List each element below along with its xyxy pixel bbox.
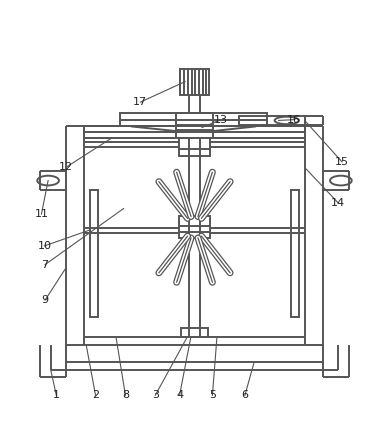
Text: 9: 9: [42, 295, 49, 305]
Text: 1: 1: [53, 390, 60, 400]
Bar: [179, 138, 210, 156]
Text: 4: 4: [176, 390, 183, 400]
Bar: [176, 114, 213, 138]
Bar: [90, 190, 98, 317]
Bar: [291, 190, 299, 317]
Bar: [180, 69, 209, 95]
Text: 10: 10: [37, 241, 51, 251]
Text: 14: 14: [331, 198, 345, 208]
Bar: [181, 328, 208, 337]
Text: 16: 16: [286, 115, 300, 125]
Text: 15: 15: [335, 157, 349, 167]
Text: 5: 5: [209, 390, 216, 400]
Text: 6: 6: [242, 390, 249, 400]
Text: 12: 12: [59, 162, 73, 173]
Bar: [84, 127, 305, 138]
Bar: [179, 216, 210, 238]
Text: 11: 11: [34, 209, 48, 219]
Text: 8: 8: [122, 390, 129, 400]
Text: 7: 7: [42, 260, 49, 270]
Text: 2: 2: [92, 390, 99, 400]
Text: 3: 3: [152, 390, 159, 400]
Bar: [239, 116, 305, 125]
Bar: [120, 114, 267, 127]
Text: 13: 13: [214, 115, 228, 125]
Text: 17: 17: [133, 97, 147, 107]
